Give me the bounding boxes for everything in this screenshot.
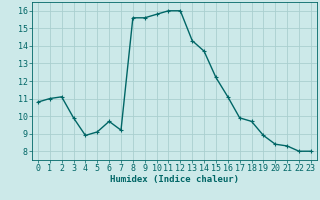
X-axis label: Humidex (Indice chaleur): Humidex (Indice chaleur) xyxy=(110,175,239,184)
